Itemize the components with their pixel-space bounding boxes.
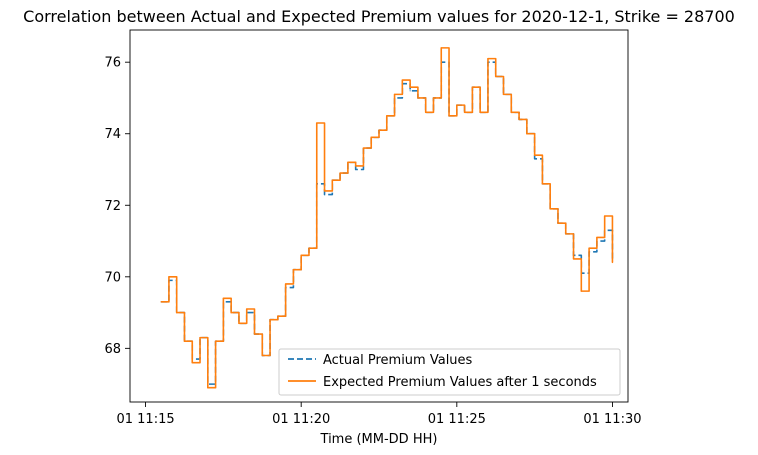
y-tick-label: 68 xyxy=(104,342,121,357)
x-axis: 01 11:15 01 11:20 01 11:25 01 11:30 xyxy=(116,402,642,427)
data-point-expected xyxy=(479,111,481,113)
x-tick-label: 01 11:30 xyxy=(583,412,641,427)
y-tick-label: 74 xyxy=(104,127,121,142)
data-point-expected xyxy=(417,97,419,99)
data-point-expected xyxy=(580,290,582,292)
data-point-expected xyxy=(292,269,295,271)
data-point-expected xyxy=(588,247,590,249)
data-point-expected xyxy=(183,340,186,342)
data-point-expected xyxy=(456,104,458,106)
data-point-expected xyxy=(308,247,310,249)
data-point-expected xyxy=(448,115,450,117)
data-point-expected xyxy=(386,115,388,117)
data-point-expected xyxy=(401,79,403,81)
data-point-expected xyxy=(463,111,466,113)
y-tick-label: 70 xyxy=(104,270,121,285)
data-point-expected xyxy=(440,47,442,49)
data-point-expected xyxy=(347,161,349,163)
data-point-expected xyxy=(355,165,357,167)
data-point-expected xyxy=(393,93,396,95)
data-point-expected xyxy=(316,122,318,124)
chart-title: Correlation between Actual and Expected … xyxy=(23,7,735,26)
data-point-expected xyxy=(572,258,575,260)
data-point-expected xyxy=(168,276,170,278)
x-tick-label: 01 11:15 xyxy=(116,412,174,427)
x-tick-label: 01 11:25 xyxy=(428,412,486,427)
data-point-expected xyxy=(261,354,263,357)
plot-area-frame xyxy=(129,29,629,403)
data-point-expected xyxy=(541,183,544,185)
data-point-expected xyxy=(378,129,380,131)
data-point-expected xyxy=(277,315,279,317)
data-point-expected xyxy=(207,387,209,389)
data-point-expected xyxy=(518,118,520,121)
data-point-expected xyxy=(495,75,497,78)
x-axis-label: Time (MM-DD HH) xyxy=(320,432,438,447)
data-point-expected xyxy=(238,322,240,324)
data-point-actual xyxy=(409,90,411,92)
data-point-expected xyxy=(534,154,536,156)
data-point-expected xyxy=(253,333,256,335)
data-point-expected xyxy=(269,319,271,321)
data-point-expected xyxy=(246,308,248,310)
series-line-actual xyxy=(161,61,614,385)
data-point-expected xyxy=(370,136,372,138)
data-point-expected xyxy=(339,172,341,174)
legend-box xyxy=(278,348,621,396)
data-point-expected xyxy=(362,147,365,149)
data-point-expected xyxy=(160,301,162,303)
data-point-expected xyxy=(176,311,178,314)
data-point-expected xyxy=(214,340,217,342)
data-point-expected xyxy=(199,337,201,339)
data-point-actual xyxy=(355,168,357,171)
data-point-expected xyxy=(487,58,489,60)
y-tick-label: 76 xyxy=(104,56,121,71)
legend-label-actual: Actual Premium Values xyxy=(323,353,473,368)
data-point-expected xyxy=(557,222,559,224)
data-point-expected xyxy=(565,233,567,235)
y-tick-label: 72 xyxy=(104,199,121,214)
data-point-expected xyxy=(596,236,598,239)
y-axis: 68 70 72 74 76 xyxy=(104,56,130,357)
data-point-actual xyxy=(534,158,536,160)
x-tick-label: 01 11:20 xyxy=(272,412,330,427)
data-point-actual xyxy=(323,193,326,196)
data-point-expected xyxy=(323,190,326,192)
series-layer xyxy=(160,47,614,389)
series-line-expected xyxy=(161,47,614,389)
data-point-expected xyxy=(222,297,224,299)
data-point-expected xyxy=(526,133,528,135)
data-point-expected xyxy=(425,111,427,113)
legend-label-expected: Expected Premium Values after 1 seconds xyxy=(323,375,597,390)
data-point-expected xyxy=(432,97,435,99)
data-point-expected xyxy=(611,261,614,264)
data-point-expected xyxy=(409,86,411,88)
data-point-expected xyxy=(604,215,606,217)
data-point-expected xyxy=(502,93,505,95)
data-point-expected xyxy=(230,311,232,314)
data-point-expected xyxy=(510,111,512,113)
data-point-expected xyxy=(285,283,287,285)
data-point-expected xyxy=(471,86,473,88)
data-point-expected xyxy=(300,254,302,256)
data-point-expected xyxy=(331,179,333,181)
data-point-expected xyxy=(549,208,551,210)
legend: Actual Premium Values Expected Premium V… xyxy=(278,348,621,396)
data-point-expected xyxy=(191,362,193,364)
